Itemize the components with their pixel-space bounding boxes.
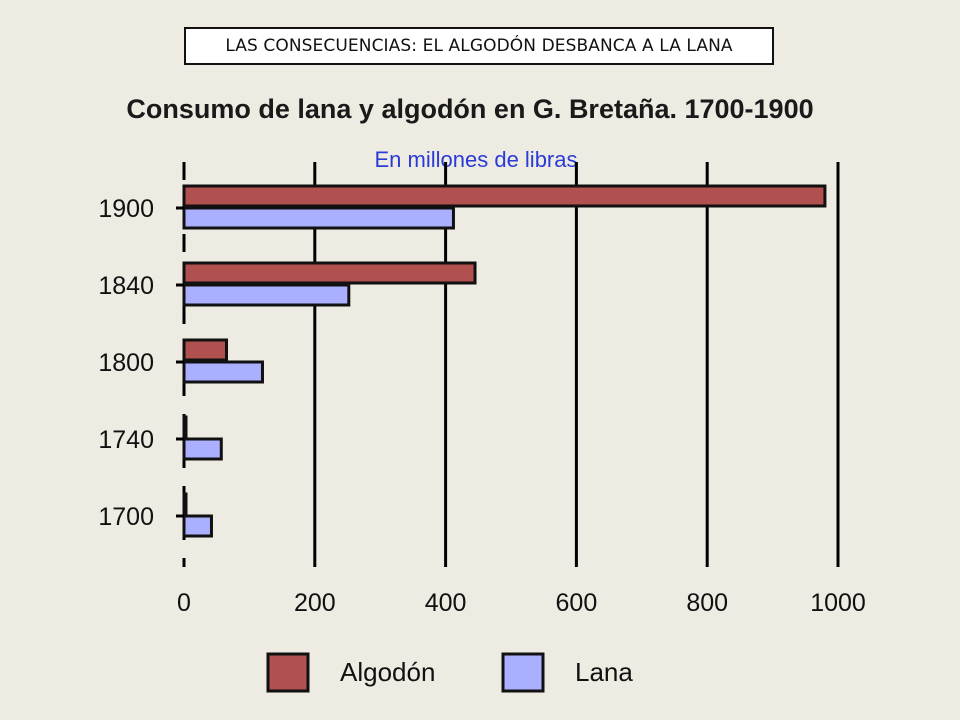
- bar-lana-1800: [182, 360, 264, 384]
- bar-algodn-1800: [182, 338, 229, 362]
- legend-swatch-0: [266, 652, 310, 693]
- y-tick-labels: 1900 1840 1800 1740 1700: [98, 195, 184, 531]
- y-tick-label: 1800: [98, 349, 154, 377]
- x-tick-label: 600: [556, 589, 598, 617]
- bar-algodn-1840: [182, 261, 477, 285]
- x-tick-label: 200: [294, 589, 336, 617]
- x-tick-label: 1000: [810, 589, 866, 617]
- chart-subtitle: En millones de libras: [375, 147, 578, 172]
- y-tick-label: 1840: [98, 272, 154, 300]
- chart-title: Consumo de lana y algodón en G. Bretaña.…: [126, 94, 813, 124]
- y-tick-label: 1740: [98, 426, 154, 454]
- legend-label-1: Lana: [575, 657, 633, 687]
- bars: [182, 184, 827, 538]
- bar-algodn-1700: [182, 492, 188, 516]
- x-tick-labels: 0 200 400 600 800 1000: [177, 589, 866, 617]
- y-tick-label: 1700: [98, 503, 154, 531]
- bar-lana-1740: [182, 437, 223, 461]
- legend-swatch-1: [501, 652, 545, 693]
- legend-label-0: Algodón: [340, 657, 435, 687]
- bar-lana-1700: [182, 514, 213, 538]
- bar-lana-1900: [182, 206, 455, 230]
- bar-algodn-1900: [182, 184, 827, 208]
- slide-banner: LAS CONSECUENCIAS: EL ALGODÓN DESBANCA A…: [184, 27, 774, 65]
- legend: Algodón Lana: [266, 652, 633, 693]
- bar-algodn-1740: [182, 415, 188, 439]
- bar-lana-1840: [182, 283, 351, 307]
- x-tick-label: 0: [177, 589, 191, 617]
- x-tick-label: 800: [686, 589, 728, 617]
- y-tick-label: 1900: [98, 195, 154, 223]
- x-tick-label: 400: [425, 589, 467, 617]
